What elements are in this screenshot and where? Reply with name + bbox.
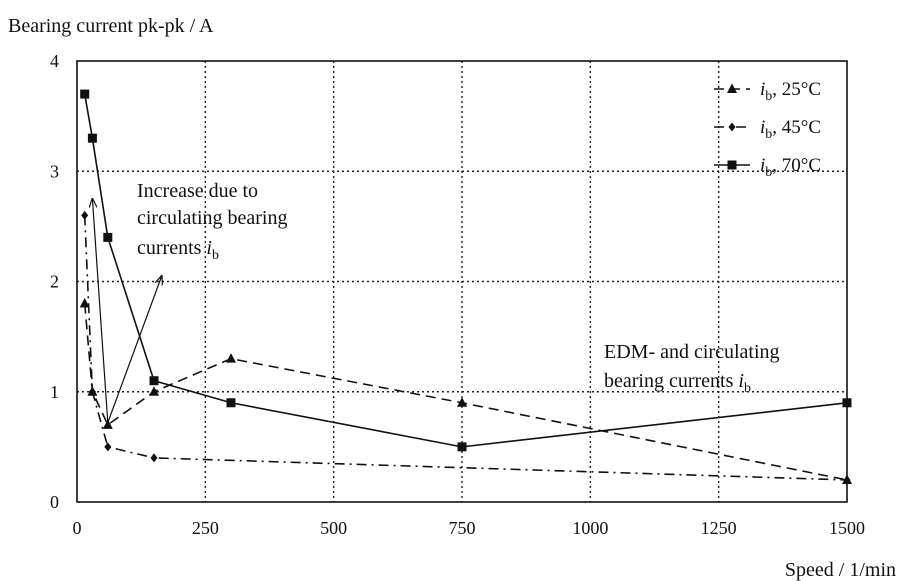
annotation-symbol: i [738, 370, 744, 392]
data-point [103, 232, 113, 242]
y-tick-label: 1 [50, 382, 59, 402]
y-tick-label: 0 [50, 492, 59, 512]
annotation-arrow [107, 276, 162, 423]
legend-entry: ib, 25°C [714, 79, 821, 104]
annotation-line: currents ib [137, 237, 219, 263]
x-tick-label: 1250 [701, 518, 737, 538]
annotation-text: bearing currents [604, 370, 738, 392]
data-point [457, 442, 467, 452]
data-point [457, 397, 467, 407]
x-tick-label: 500 [320, 518, 347, 538]
x-tick-label: 1500 [829, 518, 865, 538]
annotation-subscript: b [744, 381, 751, 396]
annotation-text: currents [137, 237, 206, 259]
annotation-arrow [92, 199, 109, 423]
plot-frame [76, 60, 848, 503]
data-point [104, 442, 112, 452]
legend-marker [727, 160, 737, 170]
series-line [83, 93, 848, 448]
legend-marker [728, 122, 736, 132]
series-layer [79, 89, 852, 485]
annotation-edm: EDM- and circulating bearing currents ib [604, 341, 780, 396]
data-point [87, 133, 97, 143]
data-point [226, 398, 236, 408]
x-tick-label: 750 [449, 518, 476, 538]
data-point [88, 387, 96, 397]
grid-lines [77, 61, 847, 502]
annotation-arrows [92, 199, 161, 423]
data-point [149, 376, 159, 386]
annotation-circulating: Increase due to circulating bearing curr… [137, 180, 288, 263]
series-3 [80, 89, 852, 452]
data-point [149, 386, 159, 396]
annotation-line: bearing currents ib [604, 370, 751, 396]
tick-labels: 0 250 500 750 1000 1250 1500 0 1 2 3 4 [50, 51, 865, 538]
annotation-line: EDM- and circulating [604, 341, 780, 363]
legend-label: ib, 70°C [760, 155, 821, 180]
annotation-line: circulating bearing [137, 207, 288, 229]
data-point [79, 298, 90, 308]
data-point [226, 353, 236, 363]
data-point [80, 89, 90, 99]
x-axis-label: Speed / 1/min [785, 559, 896, 581]
annotation-symbol: i [206, 237, 212, 259]
data-point [81, 210, 89, 220]
data-point [102, 419, 113, 429]
y-tick-label: 3 [50, 161, 59, 181]
legend-marker [727, 83, 737, 93]
series-2 [81, 210, 851, 485]
legend: ib, 25°C ib, 45°C ib, 70°C [714, 79, 821, 180]
annotation-line: Increase due to [137, 180, 258, 202]
legend-entry: ib, 70°C [714, 155, 821, 180]
y-tick-label: 2 [50, 272, 59, 292]
y-tick-label: 4 [50, 51, 59, 71]
x-tick-label: 0 [73, 518, 82, 538]
data-point [150, 453, 158, 463]
x-tick-label: 1000 [572, 518, 608, 538]
legend-label: ib, 45°C [760, 117, 821, 142]
legend-label: ib, 25°C [760, 79, 821, 104]
series-line [83, 215, 848, 481]
annotation-subscript: b [212, 248, 219, 263]
x-tick-label: 250 [192, 518, 219, 538]
legend-entry: ib, 45°C [714, 117, 821, 142]
y-axis-label: Bearing current pk-pk / A [8, 15, 214, 37]
